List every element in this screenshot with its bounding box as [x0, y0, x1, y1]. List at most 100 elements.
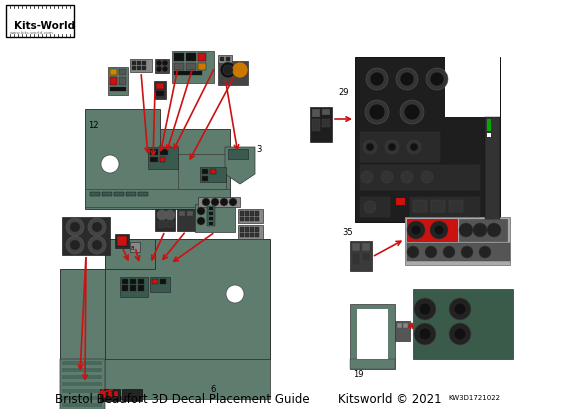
- Bar: [255, 211, 259, 216]
- Circle shape: [370, 73, 384, 87]
- Circle shape: [162, 61, 168, 67]
- Bar: [255, 234, 259, 237]
- Text: Kitsworld © 2021: Kitsworld © 2021: [338, 392, 441, 405]
- Bar: [108, 68, 128, 96]
- Circle shape: [70, 222, 80, 232]
- Circle shape: [361, 172, 373, 184]
- Bar: [352, 254, 360, 265]
- Bar: [245, 218, 249, 221]
- Bar: [119, 70, 126, 76]
- Text: 6: 6: [210, 384, 215, 393]
- Bar: [100, 389, 120, 401]
- Bar: [174, 54, 184, 62]
- Circle shape: [443, 246, 455, 258]
- Bar: [62, 403, 102, 407]
- Bar: [209, 222, 213, 225]
- Bar: [130, 243, 140, 252]
- Circle shape: [364, 202, 376, 213]
- Circle shape: [369, 105, 385, 121]
- Bar: [114, 391, 118, 398]
- Circle shape: [365, 101, 389, 125]
- Bar: [138, 285, 144, 291]
- Circle shape: [156, 67, 162, 73]
- Bar: [150, 277, 170, 292]
- Bar: [250, 227, 254, 232]
- Bar: [238, 209, 263, 223]
- Circle shape: [407, 221, 425, 239]
- Circle shape: [407, 141, 421, 155]
- Bar: [207, 207, 215, 227]
- Bar: [62, 382, 102, 386]
- Circle shape: [229, 198, 237, 207]
- Circle shape: [479, 246, 491, 258]
- Bar: [449, 200, 463, 213]
- Bar: [138, 193, 148, 196]
- Circle shape: [449, 323, 471, 345]
- Bar: [198, 54, 206, 62]
- Bar: [62, 361, 102, 365]
- Bar: [172, 52, 214, 84]
- Circle shape: [400, 73, 414, 87]
- Bar: [362, 243, 370, 252]
- Bar: [186, 54, 196, 62]
- Circle shape: [156, 61, 162, 67]
- Bar: [120, 277, 148, 297]
- Bar: [487, 120, 491, 132]
- Bar: [62, 218, 110, 255]
- Circle shape: [404, 105, 420, 121]
- Bar: [195, 204, 235, 232]
- Circle shape: [454, 303, 466, 315]
- Circle shape: [88, 236, 106, 254]
- Bar: [459, 220, 507, 241]
- Bar: [413, 200, 427, 213]
- Bar: [255, 218, 259, 221]
- Bar: [108, 391, 112, 398]
- Circle shape: [414, 323, 436, 345]
- Bar: [122, 285, 128, 291]
- Circle shape: [66, 218, 84, 236]
- Circle shape: [385, 141, 399, 155]
- Bar: [487, 134, 491, 138]
- Bar: [155, 209, 175, 231]
- Bar: [322, 110, 330, 116]
- Bar: [202, 177, 208, 182]
- Bar: [395, 198, 405, 205]
- Bar: [130, 279, 136, 284]
- Circle shape: [487, 223, 501, 237]
- Text: Kits-World: Kits-World: [14, 21, 75, 31]
- Bar: [209, 218, 213, 220]
- Bar: [105, 239, 270, 359]
- Circle shape: [92, 240, 102, 250]
- Bar: [102, 193, 112, 196]
- Bar: [312, 120, 320, 132]
- Bar: [240, 218, 244, 221]
- Circle shape: [70, 240, 80, 250]
- Bar: [360, 133, 440, 163]
- Circle shape: [197, 218, 205, 225]
- Bar: [357, 309, 388, 359]
- Bar: [410, 198, 480, 218]
- Circle shape: [366, 144, 374, 152]
- Bar: [407, 243, 510, 261]
- Bar: [156, 92, 164, 97]
- Bar: [102, 391, 106, 398]
- Bar: [126, 193, 136, 196]
- Bar: [360, 198, 390, 218]
- Text: 3: 3: [256, 145, 262, 154]
- Text: Bristol Beaufort 3D Decal Placement Guide: Bristol Beaufort 3D Decal Placement Guid…: [55, 392, 310, 405]
- Circle shape: [401, 172, 413, 184]
- Bar: [60, 270, 105, 359]
- Bar: [177, 209, 195, 231]
- Bar: [397, 323, 402, 328]
- Bar: [124, 391, 128, 398]
- Bar: [160, 157, 165, 163]
- Bar: [218, 62, 248, 86]
- Bar: [360, 166, 480, 191]
- Circle shape: [419, 303, 431, 315]
- Circle shape: [461, 246, 473, 258]
- Circle shape: [381, 172, 393, 184]
- Bar: [431, 200, 445, 213]
- Bar: [119, 78, 126, 86]
- Circle shape: [363, 141, 377, 155]
- Bar: [395, 321, 410, 341]
